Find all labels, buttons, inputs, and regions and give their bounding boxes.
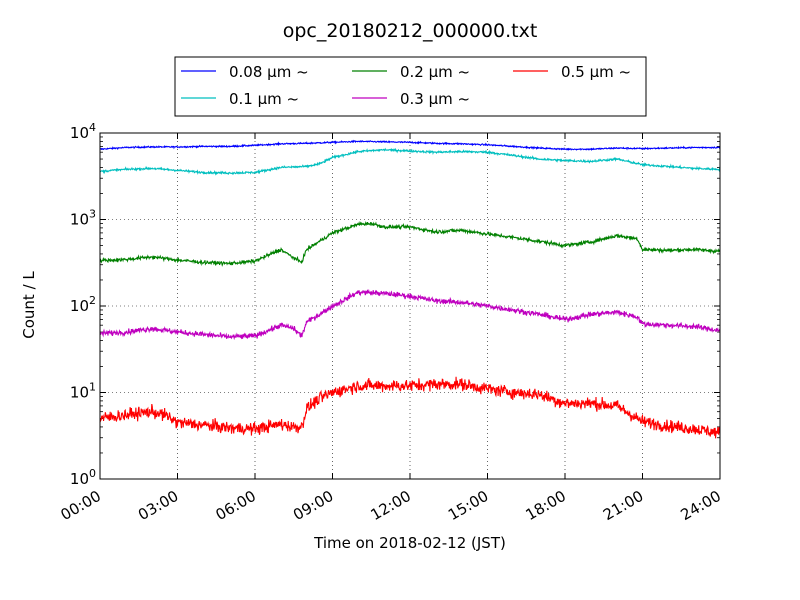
series-line-0 <box>99 139 721 152</box>
x-tick-label: 06:00 <box>213 487 259 524</box>
x-tick-label: 00:00 <box>58 487 104 524</box>
legend-label-2: 0.2 μm ~ <box>400 63 470 81</box>
y-tick-label: 101 <box>70 381 96 402</box>
y-tick-exponent: 2 <box>89 294 96 307</box>
x-tick-label: 21:00 <box>600 487 646 524</box>
x-tick-label: 18:00 <box>523 487 569 524</box>
y-tick-base: 10 <box>70 470 89 488</box>
legend-label-0: 0.08 μm ~ <box>229 63 309 81</box>
series-line-3 <box>99 288 721 341</box>
y-tick-base: 10 <box>70 211 89 229</box>
y-tick-base: 10 <box>70 297 89 315</box>
x-tick-label: 15:00 <box>445 487 491 524</box>
y-tick-base: 10 <box>70 124 89 142</box>
y-tick-exponent: 0 <box>89 467 96 480</box>
y-tick-label: 102 <box>70 294 96 315</box>
series-line-1 <box>99 147 721 176</box>
x-tick-label: 12:00 <box>368 487 414 524</box>
legend-label-3: 0.3 μm ~ <box>400 90 470 108</box>
y-tick-label: 100 <box>70 467 96 488</box>
y-tick-label: 103 <box>70 208 96 229</box>
x-tick-label: 09:00 <box>290 487 336 524</box>
chart-title: opc_20180212_000000.txt <box>283 20 538 42</box>
y-tick-exponent: 4 <box>89 121 96 134</box>
y-tick-label: 104 <box>70 121 96 142</box>
x-axis-label: Time on 2018-02-12 (JST) <box>313 534 506 552</box>
y-tick-exponent: 1 <box>89 381 96 394</box>
y-tick-base: 10 <box>70 384 89 402</box>
legend-label-1: 0.1 μm ~ <box>229 90 299 108</box>
y-axis-label: Count / L <box>20 271 38 339</box>
y-tick-exponent: 3 <box>89 208 96 221</box>
x-tick-label: 03:00 <box>135 487 181 524</box>
series-line-4 <box>99 376 721 439</box>
series-line-2 <box>99 220 721 267</box>
legend-label-4: 0.5 μm ~ <box>561 63 631 81</box>
legend: 0.08 μm ~ 0.1 μm ~ 0.2 μm ~ 0.3 μm ~ 0.5… <box>174 56 647 117</box>
legend-box <box>174 56 647 117</box>
x-tick-label: 24:00 <box>678 487 724 524</box>
